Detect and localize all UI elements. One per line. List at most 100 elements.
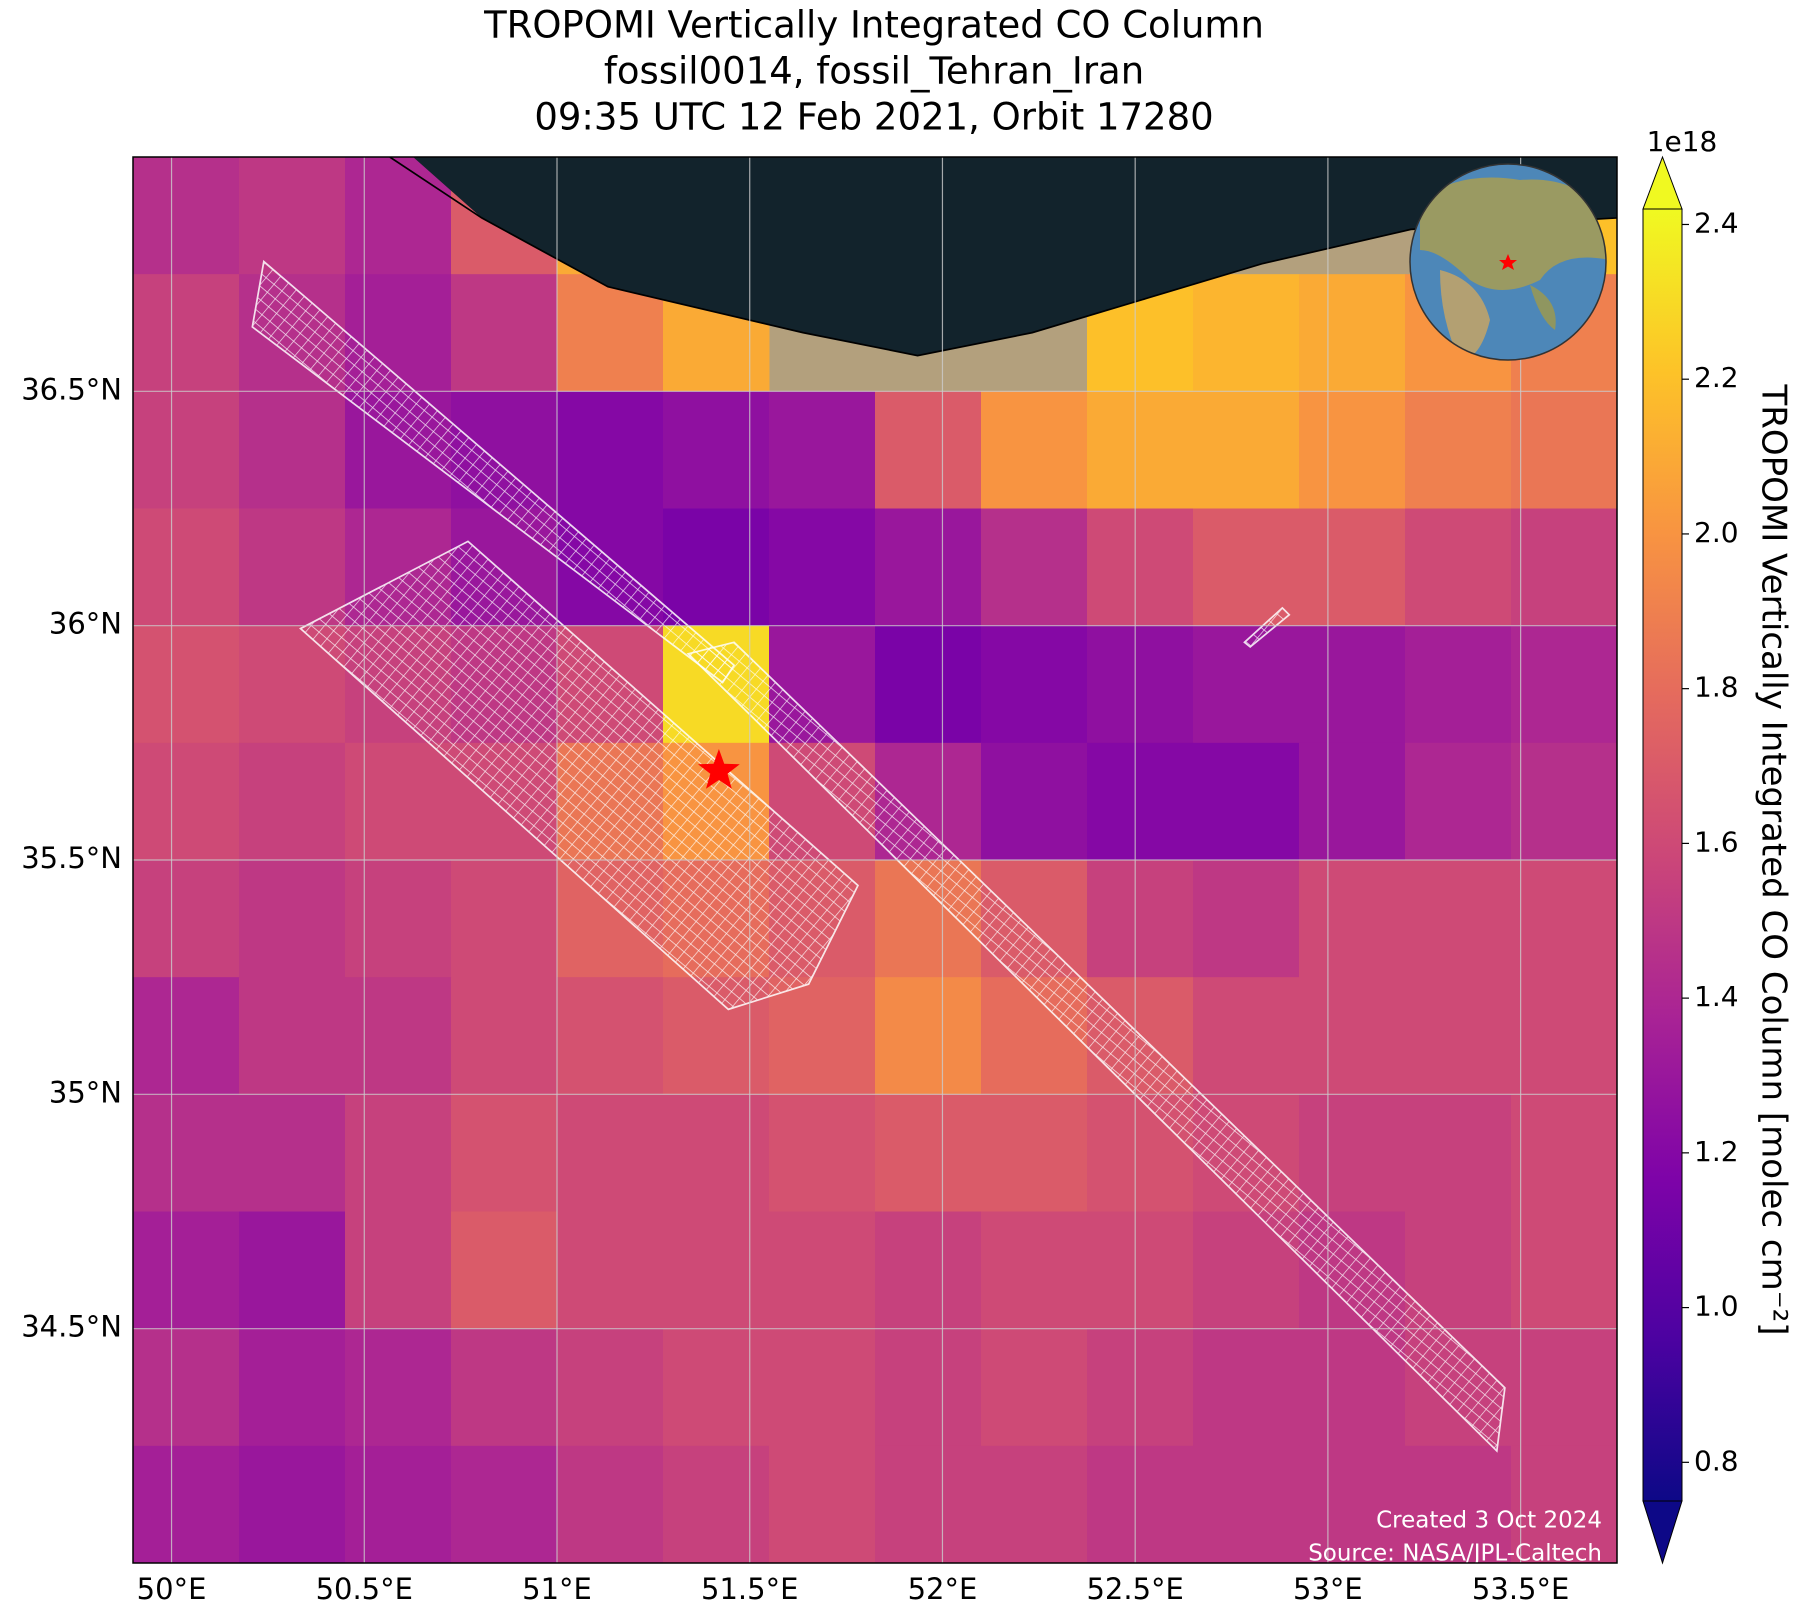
co-cell: [1405, 1094, 1512, 1212]
co-cell: [133, 977, 240, 1095]
co-cell: [133, 742, 240, 861]
map-area: Created 3 Oct 2024 Source: NASA/JPL-Calt…: [133, 157, 1617, 1563]
axes: 50°E 50.5°E 51°E 51.5°E 52°E 52.5°E 53°E 53.5°E…: [21, 372, 1569, 1606]
x-tick-label: 50°E: [137, 1572, 207, 1606]
co-cell: [239, 157, 346, 275]
co-cell: [557, 1211, 664, 1330]
co-cell: [1511, 1328, 1617, 1447]
co-cell: [1087, 391, 1194, 509]
co-cell: [557, 977, 664, 1095]
co-cell: [451, 860, 558, 978]
co-cell: [1405, 977, 1512, 1095]
co-cell: [239, 1094, 346, 1212]
co-cell: [1405, 625, 1512, 744]
co-cell: [451, 977, 558, 1095]
co-cell: [1087, 1211, 1194, 1330]
y-tick-label: 34.5°N: [21, 1310, 122, 1344]
co-cell: [1511, 508, 1617, 627]
co-cell: [451, 1328, 558, 1447]
co-cell: [239, 391, 346, 509]
x-tick-label: 51.5°E: [701, 1572, 798, 1606]
co-cell: [663, 508, 770, 627]
co-cell: [133, 860, 240, 978]
co-cell: [1405, 1445, 1512, 1563]
co-cell: [345, 1328, 452, 1447]
co-cell: [1193, 860, 1300, 978]
co-cell: [239, 742, 346, 861]
co-cell: [557, 391, 664, 509]
co-cell: [1193, 1445, 1300, 1563]
co-cell: [981, 391, 1088, 509]
co-cell: [663, 1445, 770, 1563]
co-cell: [1193, 508, 1300, 627]
x-tick-label: 53.5°E: [1472, 1572, 1569, 1606]
title-line: TROPOMI Vertically Integrated CO Column: [483, 4, 1264, 47]
co-cell: [239, 1445, 346, 1563]
colorbar-extend-max: [1642, 155, 1683, 210]
co-cell: [133, 1445, 240, 1563]
co-cell: [1299, 860, 1406, 978]
co-cell: [981, 1328, 1088, 1447]
co-cell: [663, 1094, 770, 1212]
colorbar: 0.8 1.0 1.2 1.4 1.6 1.8 2.0 2.2 2.4: [1642, 155, 1739, 1565]
colorbar-extend-min: [1642, 1500, 1683, 1565]
co-cell: [133, 157, 240, 275]
sea-layer: [251, 157, 1617, 1453]
co-cell: [875, 1211, 982, 1330]
co-cell: [663, 1328, 770, 1447]
co-cell: [875, 391, 982, 509]
colorbar-multiplier: 1e18: [1647, 125, 1718, 158]
co-cell: [875, 508, 982, 627]
co-cell: [1193, 742, 1300, 861]
y-tick-label: 36°N: [49, 607, 122, 641]
co-cell: [345, 1211, 452, 1330]
co-cell: [239, 508, 346, 627]
co-cell: [1087, 1328, 1194, 1447]
co-cell: [239, 1211, 346, 1330]
globe-inset: [1409, 163, 1607, 361]
y-tick-label: 35.5°N: [21, 841, 122, 875]
co-cell: [875, 977, 982, 1095]
co-cell: [557, 1094, 664, 1212]
x-tick-label: 52.5°E: [1086, 1572, 1183, 1606]
globe-land: [1420, 177, 1606, 290]
co-cell: [981, 508, 1088, 627]
co-cell: [1299, 391, 1406, 509]
co-cell: [1299, 742, 1406, 861]
co-cell: [1405, 860, 1512, 978]
co-cell: [769, 1211, 876, 1330]
colorbar-tick-label: 2.0: [1694, 516, 1739, 549]
co-cell: [1511, 860, 1617, 978]
swath: [299, 540, 860, 1011]
swath: [1243, 606, 1291, 649]
x-tick-label: 50.5°E: [316, 1572, 413, 1606]
co-cell: [1193, 625, 1300, 744]
co-cell: [769, 391, 876, 509]
co-cell: [345, 742, 452, 861]
co-cell: [451, 274, 558, 392]
co-cell: [1087, 625, 1194, 744]
co-cell: [1511, 742, 1617, 861]
colorbar-tick-label: 2.4: [1694, 206, 1739, 239]
co-cell: [1511, 1445, 1617, 1563]
co-cell: [345, 977, 452, 1095]
globe-outline: [1409, 163, 1607, 361]
co-cell: [981, 1094, 1088, 1212]
co-cell: [133, 1094, 240, 1212]
x-tick-label: 53°E: [1293, 1572, 1363, 1606]
co-cell: [769, 977, 876, 1095]
title-line: fossil0014, fossil_Tehran_Iran: [604, 50, 1144, 93]
co-cell: [1299, 625, 1406, 744]
map-frame: [132, 156, 1618, 1564]
co-cell: [345, 157, 452, 275]
co-cell: [875, 1328, 982, 1447]
co-cell: [1087, 1445, 1194, 1563]
co-cell: [239, 1328, 346, 1447]
co-cell: [1087, 508, 1194, 627]
colorbar-tick-label: 1.6: [1694, 825, 1739, 858]
coastline: [389, 157, 1617, 357]
co-cell: [1193, 977, 1300, 1095]
globe-land: [1440, 270, 1490, 360]
co-cell: [1087, 860, 1194, 978]
co-cell: [133, 1211, 240, 1330]
